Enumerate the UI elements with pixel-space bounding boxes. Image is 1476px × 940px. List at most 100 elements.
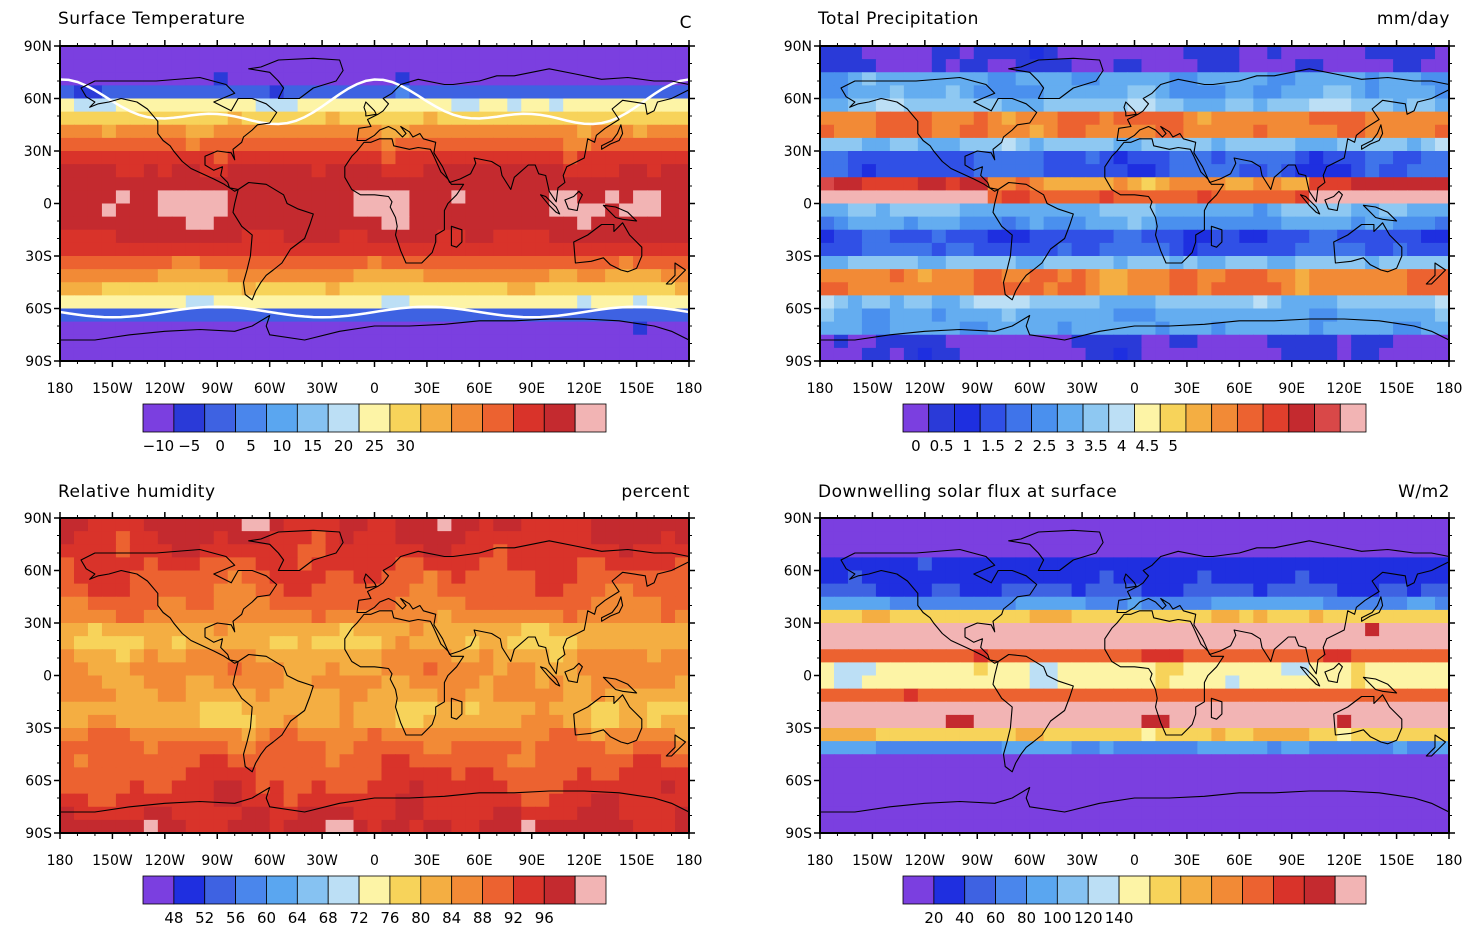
lat-tick-label: 90N	[784, 39, 812, 55]
coastline-new-zealand	[1425, 262, 1447, 285]
coastline-north-america	[80, 76, 278, 192]
colorbar-swatch	[358, 403, 391, 433]
colorbar-swatch	[173, 403, 206, 433]
coastlines	[820, 57, 1450, 341]
coastline-japan	[1361, 596, 1384, 622]
colorbar-tick-label: 3	[1065, 437, 1075, 455]
colorbar-tick-label: 2.5	[1033, 437, 1057, 455]
lon-tick-label: 180	[676, 381, 703, 397]
colorbar-tick-label: 52	[195, 909, 214, 927]
colorbar-swatch	[142, 403, 175, 433]
lat-tick-label: 90N	[784, 511, 812, 527]
lon-tick-label: 90W	[201, 853, 233, 869]
coastline-borneo	[1324, 190, 1343, 212]
colorbar-tick-label: 25	[365, 437, 384, 455]
lon-tick-label: 120W	[145, 381, 186, 397]
colorbar-swatch	[1211, 875, 1243, 905]
lon-tick-label: 180	[47, 853, 74, 869]
lat-tick-label: 90S	[785, 826, 812, 842]
coastlines	[60, 57, 690, 341]
colorbar-tick-label: 64	[288, 909, 307, 927]
lat-tick-label: 30S	[785, 721, 812, 737]
lon-tick-label: 180	[807, 853, 834, 869]
colorbar: 0 0.5 1 1.5 2 2.5 3 3.5 4 4.5 5	[902, 403, 1367, 455]
coastline-antarctica	[820, 786, 1450, 813]
coastline-eurasia	[356, 540, 690, 675]
colorbar-swatch	[1242, 875, 1274, 905]
lon-tick-label: 180	[1436, 853, 1463, 869]
coastline-borneo	[564, 662, 583, 684]
coastline-africa	[1104, 138, 1225, 264]
coastline-north-america	[840, 548, 1038, 664]
freezing-contour	[59, 78, 690, 319]
coastline-south-america	[232, 653, 314, 773]
colorbar-tick-label: 4.5	[1135, 437, 1159, 455]
colorbar-tick-label: 72	[350, 909, 369, 927]
lat-tick-label: 60S	[785, 302, 812, 318]
colorbar-tick-label: 56	[226, 909, 245, 927]
coastline-japan	[601, 124, 624, 150]
colorbar-tick-label: 20	[924, 909, 943, 927]
colorbar-swatch	[1087, 875, 1120, 905]
coastlines	[60, 529, 690, 813]
colorbar-tick-label: 80	[411, 909, 430, 927]
lon-tick-label: 0	[370, 853, 379, 869]
coastline-new-zealand	[665, 262, 687, 285]
colorbar-swatch	[204, 403, 236, 433]
colorbar-tick-label: 10	[272, 437, 291, 455]
colorbar-swatch	[1303, 875, 1336, 905]
panel-title: Relative humidity	[58, 482, 216, 502]
lat-tick-label: 60S	[785, 774, 812, 790]
colorbar-tick-label: 0.5	[930, 437, 954, 455]
lon-tick-label: 60W	[254, 853, 286, 869]
lat-tick-label: 60S	[25, 302, 52, 318]
map-downwelling-solar-flux: 90N 60N 30N 0 30S 60S 90S 180 150W 120W 90W 60W 30W 0…	[784, 511, 1463, 927]
colorbar-swatch	[482, 875, 514, 905]
colorbar-tick-label: 92	[504, 909, 523, 927]
coastline-new-guinea	[602, 676, 638, 694]
lon-tick-label: 90E	[518, 853, 545, 869]
lon-tick-label: 30W	[306, 381, 338, 397]
colorbar-swatch	[1056, 875, 1089, 905]
lon-tick-label: 150E	[1379, 853, 1415, 869]
lon-tick-label: 0	[1130, 853, 1139, 869]
colorbar-swatch	[482, 403, 514, 433]
lon-tick-label: 60E	[1226, 381, 1253, 397]
coastline-africa	[344, 610, 465, 736]
latitude-axis: 90N 60N 30N 0 30S 60S 90S	[784, 511, 1455, 842]
colorbar-swatch	[513, 875, 545, 905]
colorbar-swatch	[296, 403, 329, 433]
coastline-south-america	[232, 181, 314, 301]
colorbar-swatch	[902, 403, 930, 433]
colorbar-swatch	[327, 403, 360, 433]
coastline-sumatra	[539, 194, 561, 215]
lat-tick-label: 0	[43, 669, 52, 685]
colorbar-swatch	[1288, 403, 1315, 433]
map-relative-humidity: 90N 60N 30N 0 30S 60S 90S 180 150W 120W 90W 60W 30W 0…	[24, 511, 703, 927]
lat-tick-label: 30S	[25, 249, 52, 265]
lat-tick-label: 30S	[25, 721, 52, 737]
coastline-australia	[573, 222, 643, 273]
coastline-new-zealand	[1425, 734, 1447, 757]
lat-tick-label: 60N	[24, 564, 52, 580]
longitude-axis: 180 150W 120W 90W 60W 30W 0 30E 60E 90E 120E 150E 18…	[807, 40, 1462, 397]
coastline-japan	[1361, 124, 1384, 150]
colorbar-swatch	[266, 875, 298, 905]
colorbar-tick-label: 20	[334, 437, 353, 455]
colorbar-swatch	[954, 403, 981, 433]
latitude-axis: 90N 60N 30N 0 30S 60S 90S	[24, 39, 695, 370]
colorbar-swatch	[902, 875, 935, 905]
lon-tick-label: 30W	[1066, 381, 1098, 397]
lon-tick-label: 180	[807, 381, 834, 397]
colorbar-swatch	[1005, 403, 1033, 433]
colorbar-tick-label: 100	[1043, 909, 1072, 927]
colorbar-swatch	[1149, 875, 1182, 905]
colorbar-tick-label: 40	[955, 909, 974, 927]
colorbar-swatch	[1026, 875, 1058, 905]
coastline-madagascar	[1210, 225, 1223, 248]
colorbar: −10 −5 0 5 10 15 20 25 30	[142, 403, 607, 455]
colorbar-swatch	[420, 875, 453, 905]
colorbar-tick-label: 60	[986, 909, 1005, 927]
coastline-uk	[1123, 573, 1137, 589]
lon-tick-label: 30W	[306, 853, 338, 869]
